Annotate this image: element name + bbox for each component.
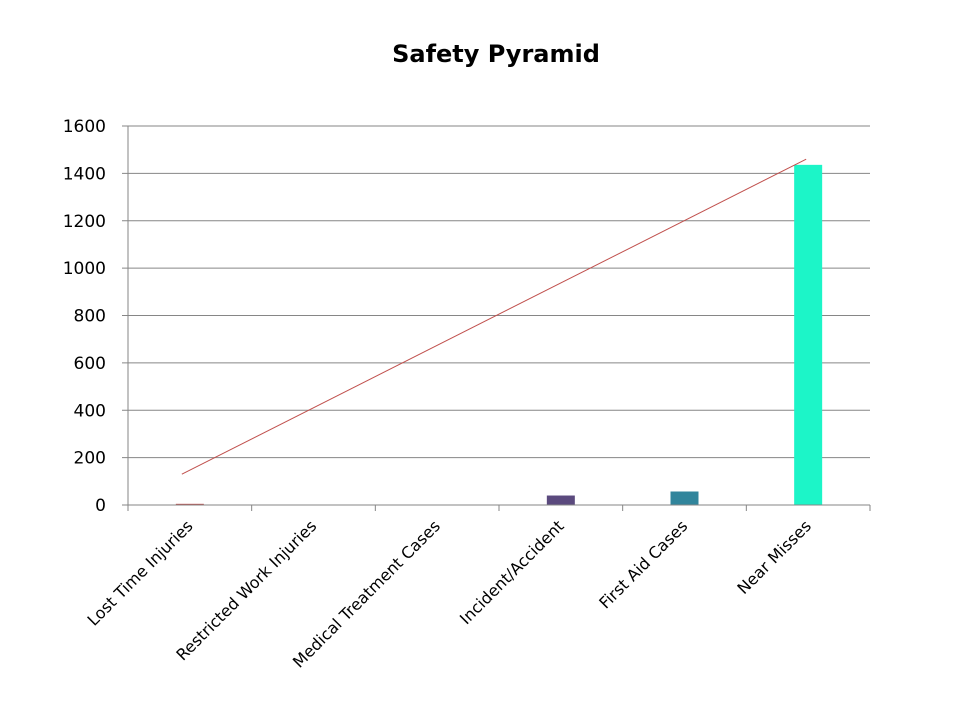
y-tick-label: 400 [74,401,106,421]
bar [670,491,699,505]
bars [175,164,823,505]
x-tick-label: Incident/Accident [456,516,568,628]
x-tick-label: Lost Time Injuries [84,516,197,629]
x-tick-label: Near Misses [733,516,815,598]
y-tick-label: 600 [74,354,106,374]
trendline-line [181,158,807,475]
bar [175,503,204,505]
x-tick-label: First Aid Cases [595,516,691,612]
y-tick-label: 800 [74,307,106,327]
trendline [181,158,807,475]
bar [546,495,575,505]
y-tick-label: 1400 [63,164,106,184]
chart-title: Safety Pyramid [392,40,600,68]
bar [794,164,823,505]
y-tick-label: 0 [95,496,106,516]
x-tick-label: Medical Treatment Cases [289,516,444,671]
y-tick-label: 1600 [63,117,106,137]
x-tick-label: Restricted Work Injuries [172,516,320,664]
y-tick-label: 1000 [63,259,106,279]
gridlines [128,125,870,459]
axes [122,125,871,511]
y-tick-labels: 0 200 400 600 800 1000 1200 1400 1600 [63,117,106,516]
y-tick-label: 200 [74,449,106,469]
y-tick-label: 1200 [63,212,106,232]
